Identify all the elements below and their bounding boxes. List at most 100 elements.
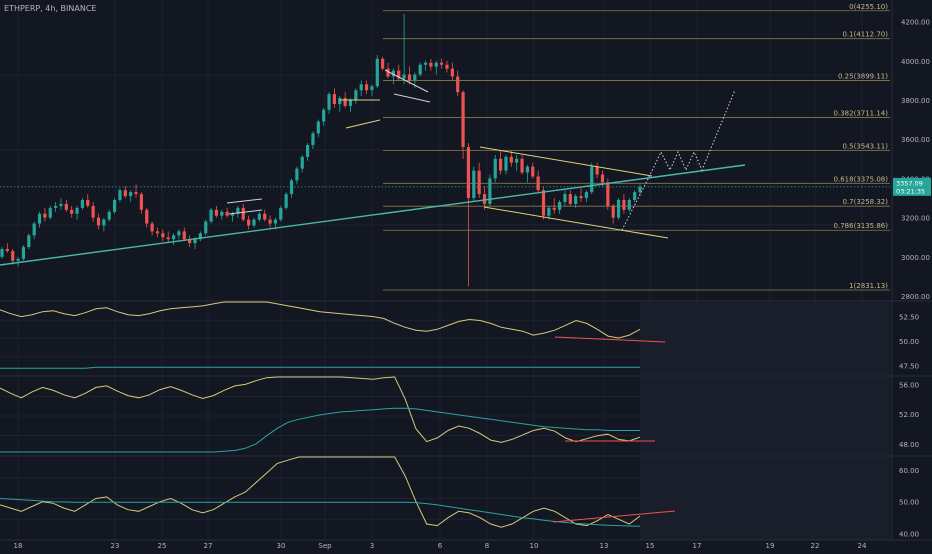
oscillator-series-line xyxy=(0,456,641,528)
candle-body xyxy=(102,219,106,226)
oscillator-series-line xyxy=(0,376,641,443)
candle-body xyxy=(54,205,58,208)
candle-body xyxy=(590,166,594,193)
candle-body xyxy=(488,178,492,204)
candle-body xyxy=(547,207,551,216)
price-axis-tick: 4000.00 xyxy=(901,58,930,66)
candle-body xyxy=(450,68,454,77)
time-axis-label: 18 xyxy=(14,542,23,550)
future-region xyxy=(640,377,890,455)
time-axis-label: 30 xyxy=(277,542,286,550)
fib-label: 0.382(3711.14) xyxy=(834,109,889,117)
channel-lower-line xyxy=(483,206,669,239)
candle-body xyxy=(273,219,278,224)
candle-body xyxy=(236,207,240,214)
time-axis-label: 27 xyxy=(204,542,213,550)
flag-line xyxy=(228,209,263,215)
candle-body xyxy=(225,211,229,216)
candle-body xyxy=(386,68,390,77)
candle-body xyxy=(611,205,615,218)
candle-body xyxy=(145,209,149,224)
time-axis-label: 25 xyxy=(158,542,167,550)
candle-body xyxy=(198,233,202,240)
oscillators: 52.50 50.00 47.50 56.00 52.00 48.00 60.00 50.00… xyxy=(0,301,919,539)
candle-body xyxy=(32,223,36,236)
candle-body xyxy=(407,74,412,81)
candle-body xyxy=(134,192,138,195)
candle-body xyxy=(515,158,519,163)
candle-body xyxy=(348,100,353,106)
oscillator-series-line xyxy=(0,498,641,527)
candle-body xyxy=(600,174,605,183)
osc-axis-tick: 50.00 xyxy=(899,499,919,507)
candle-body xyxy=(638,186,642,193)
time-axis-label: 8 xyxy=(485,542,489,550)
osc-axis-tick: 40.00 xyxy=(899,531,919,539)
candle-body xyxy=(0,249,4,257)
price-axis-tick: 3200.00 xyxy=(901,215,930,223)
candle-body xyxy=(214,209,219,216)
oscillator-series-line xyxy=(0,366,640,369)
candle-body xyxy=(359,84,363,91)
candle-body xyxy=(305,145,310,157)
flag-line xyxy=(345,119,381,129)
candle-body xyxy=(48,207,52,218)
future-region xyxy=(640,302,890,375)
time-axis-label: 17 xyxy=(693,542,702,550)
candle-body xyxy=(370,86,374,91)
candle-body xyxy=(257,213,261,220)
candle-body xyxy=(531,166,535,177)
candle-body xyxy=(402,74,406,79)
candle-body xyxy=(27,235,31,248)
candle-body xyxy=(584,192,588,199)
candle-body xyxy=(107,211,111,220)
candle-body xyxy=(327,94,331,110)
fib-label: 0.1(4112.70) xyxy=(842,31,888,39)
candle-body xyxy=(434,62,438,67)
flag-line xyxy=(384,69,429,93)
candle-body xyxy=(456,76,460,93)
candle-body xyxy=(482,194,487,204)
candle-body xyxy=(445,64,449,69)
price-axis-tick: 3600.00 xyxy=(901,136,930,144)
candle-body xyxy=(129,192,133,197)
candle-body xyxy=(118,190,122,200)
candle-body xyxy=(633,192,637,200)
time-axis-label: 10 xyxy=(530,542,539,550)
osc-axis-tick: 48.00 xyxy=(899,441,919,449)
candle-body xyxy=(209,209,213,222)
candle-body xyxy=(311,133,315,146)
candle-body xyxy=(75,207,79,214)
candle-body xyxy=(316,121,320,134)
candle-body xyxy=(80,200,85,208)
time-axis-label: 22 xyxy=(811,542,820,550)
candle-body xyxy=(123,190,127,197)
fib-label: 0(4255.10) xyxy=(849,3,888,11)
fib-label: 0.7(3258.32) xyxy=(842,198,888,206)
candle-body xyxy=(166,237,170,240)
fib-label: 1(2831.13) xyxy=(849,282,888,290)
candle-body xyxy=(429,62,433,67)
candle-body xyxy=(563,194,567,202)
oscillator-series-line xyxy=(0,407,640,453)
candle-body xyxy=(16,258,20,261)
candle-body xyxy=(284,194,288,208)
current-price-badge xyxy=(893,177,931,196)
candle-body xyxy=(364,84,369,91)
time-axis-label: Sep xyxy=(318,542,332,550)
candle-body xyxy=(557,201,562,210)
candle-body xyxy=(300,156,304,169)
candle-body xyxy=(193,239,197,244)
candle-body xyxy=(595,166,599,175)
candle-body xyxy=(477,170,481,195)
candle-body xyxy=(241,207,245,220)
fib-label: 0.5(3543.11) xyxy=(842,142,888,150)
osc-axis-tick: 47.50 xyxy=(899,362,919,370)
osc-axis-tick: 52.50 xyxy=(899,314,919,322)
current-price-countdown: 03:21:35 xyxy=(896,187,925,195)
candle-body xyxy=(295,168,299,181)
symbol-label: ETHPERP, 4h, BINANCE xyxy=(4,4,97,13)
candle-body xyxy=(96,217,101,226)
